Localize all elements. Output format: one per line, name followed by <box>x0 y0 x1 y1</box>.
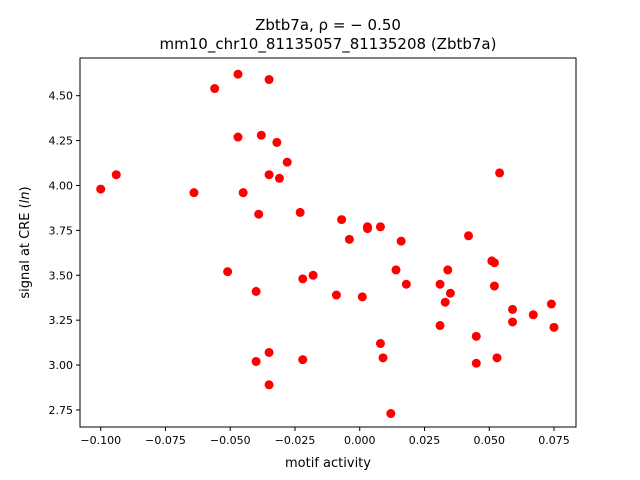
data-point <box>264 170 274 180</box>
data-point <box>238 188 248 198</box>
data-point <box>331 290 341 300</box>
data-point <box>251 286 261 296</box>
data-point <box>471 331 481 341</box>
data-point <box>233 69 243 79</box>
data-point <box>464 231 474 241</box>
data-point <box>344 234 354 244</box>
y-tick-label: 3.75 <box>49 224 74 237</box>
chart-title-line2: mm10_chr10_81135057_81135208 (Zbtb7a) <box>160 35 497 54</box>
x-tick-label: −0.100 <box>80 434 121 447</box>
data-point <box>492 353 502 363</box>
data-points <box>96 69 559 419</box>
data-point <box>96 184 106 194</box>
data-point <box>282 157 292 167</box>
data-point <box>508 317 518 327</box>
x-tick-label: 0.050 <box>473 434 505 447</box>
data-point <box>435 279 445 289</box>
data-point <box>272 137 282 147</box>
x-axis-ticks: −0.100 −0.075 −0.050 −0.025 0.000 0.025 0.050 0… <box>80 427 570 447</box>
data-point <box>256 130 266 140</box>
data-point <box>337 215 347 225</box>
x-tick-label: −0.075 <box>145 434 186 447</box>
chart-title-line1: Zbtb7a, ρ = − 0.50 <box>255 16 401 34</box>
data-point <box>264 75 274 85</box>
data-point <box>435 321 445 331</box>
y-tick-label: 4.50 <box>49 90 74 103</box>
data-point <box>223 267 233 277</box>
data-point <box>189 188 199 198</box>
data-point <box>495 168 505 178</box>
data-point <box>362 224 372 234</box>
data-point <box>386 409 396 419</box>
data-point <box>274 173 284 183</box>
plot-area-frame <box>79 57 577 428</box>
data-point <box>489 258 499 268</box>
x-tick-label: 0.075 <box>538 434 570 447</box>
data-point <box>298 274 308 284</box>
data-point <box>375 339 385 349</box>
x-tick-label: −0.050 <box>210 434 251 447</box>
y-tick-label: 4.00 <box>49 179 74 192</box>
y-axis-label: signal at CRE (ln) <box>18 186 33 298</box>
data-point <box>298 355 308 365</box>
data-point <box>295 207 305 217</box>
x-tick-label: 0.000 <box>344 434 376 447</box>
x-tick-label: −0.025 <box>275 434 316 447</box>
x-tick-label: 0.025 <box>409 434 441 447</box>
data-point <box>375 222 385 232</box>
y-tick-label: 2.75 <box>49 404 74 417</box>
data-point <box>251 356 261 366</box>
data-point <box>546 299 556 309</box>
data-point <box>445 288 455 298</box>
data-point <box>489 281 499 291</box>
data-point <box>401 279 411 289</box>
data-point <box>508 304 518 314</box>
data-point <box>443 265 453 275</box>
data-point <box>111 170 121 180</box>
data-point <box>528 310 538 320</box>
data-point <box>391 265 401 275</box>
data-point <box>471 358 481 368</box>
data-point <box>357 292 367 302</box>
data-point <box>264 347 274 357</box>
y-tick-label: 3.25 <box>49 314 74 327</box>
y-tick-label: 4.25 <box>49 135 74 148</box>
y-tick-label: 3.00 <box>49 359 74 372</box>
data-point <box>549 322 559 332</box>
data-point <box>233 132 243 142</box>
data-point <box>210 84 220 94</box>
data-point <box>264 380 274 390</box>
y-axis-ticks: 2.75 3.00 3.25 3.50 3.75 4.00 4.25 4.50 <box>49 90 80 417</box>
data-point <box>308 270 318 280</box>
data-point <box>254 209 264 219</box>
x-axis-label: motif activity <box>285 456 371 471</box>
data-point <box>378 353 388 363</box>
data-point <box>440 297 450 307</box>
data-point <box>396 236 406 246</box>
y-tick-label: 3.50 <box>49 269 74 282</box>
